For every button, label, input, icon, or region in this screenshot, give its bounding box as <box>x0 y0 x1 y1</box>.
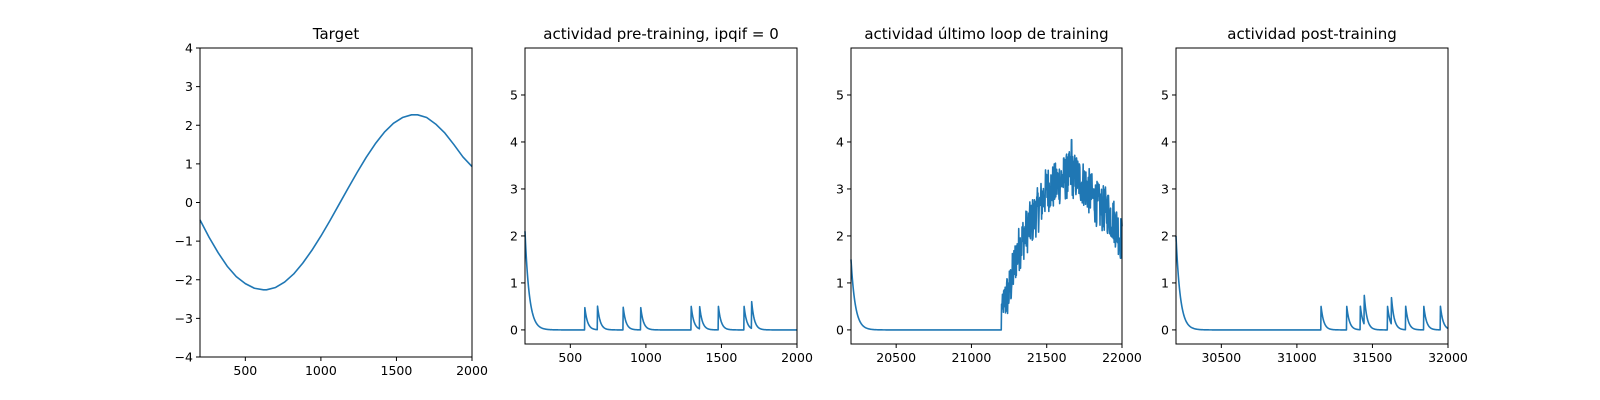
x-tick-label: 31000 <box>1277 350 1317 365</box>
x-tick-label: 500 <box>233 363 257 378</box>
y-tick-label: 2 <box>1161 228 1169 243</box>
y-tick-label: −4 <box>175 350 193 365</box>
y-tick-label: 2 <box>510 228 518 243</box>
y-tick-label: 3 <box>185 79 193 94</box>
chart-title-3: actividad último loop de training <box>864 25 1108 43</box>
x-tick-label: 21500 <box>1027 350 1067 365</box>
y-tick-label: −1 <box>175 234 193 249</box>
y-tick-label: 1 <box>1161 275 1169 290</box>
x-tick-label: 31500 <box>1353 350 1393 365</box>
y-tick-label: 3 <box>836 181 844 196</box>
y-tick-label: 4 <box>836 134 844 149</box>
y-tick-label: 1 <box>185 156 193 171</box>
x-tick-label: 20500 <box>876 350 916 365</box>
x-tick-label: 22000 <box>1102 350 1142 365</box>
x-tick-label: 32000 <box>1428 350 1468 365</box>
y-tick-label: 5 <box>510 87 518 102</box>
axes-frame-2 <box>524 47 798 345</box>
y-tick-label: 1 <box>510 275 518 290</box>
chart-title-1: Target <box>312 25 360 43</box>
x-tick-label: 1500 <box>706 350 738 365</box>
y-tick-label: 4 <box>185 41 193 56</box>
y-tick-label: 4 <box>510 134 518 149</box>
x-tick-label: 1000 <box>630 350 662 365</box>
axes-frame-4 <box>1175 47 1449 345</box>
x-tick-label: 2000 <box>456 363 488 378</box>
chart-title-4: actividad post-training <box>1227 25 1396 43</box>
x-tick-label: 21000 <box>952 350 992 365</box>
y-tick-label: 2 <box>836 228 844 243</box>
y-tick-label: 3 <box>1161 181 1169 196</box>
y-tick-label: 5 <box>836 87 844 102</box>
y-tick-label: 1 <box>836 275 844 290</box>
y-tick-label: 0 <box>185 195 193 210</box>
y-tick-label: −3 <box>175 311 193 326</box>
y-tick-label: 5 <box>1161 87 1169 102</box>
y-tick-label: 0 <box>1161 322 1169 337</box>
chart-panel-2: actividad pre-training, ipqif = 0 500 1000… <box>510 25 813 365</box>
y-tick-label: 0 <box>836 322 844 337</box>
y-tick-label: 2 <box>185 118 193 133</box>
x-tick-label: 30500 <box>1201 350 1241 365</box>
series-line-2 <box>524 231 798 331</box>
y-tick-label: −2 <box>175 272 193 287</box>
axes-frame-3 <box>850 47 1123 345</box>
y-tick-label: 4 <box>1161 134 1169 149</box>
axes-frame-1 <box>199 47 473 358</box>
y-tick-label: 3 <box>510 181 518 196</box>
x-tick-label: 2000 <box>781 350 813 365</box>
series-line-4 <box>1175 235 1449 331</box>
chart-title-2: actividad pre-training, ipqif = 0 <box>543 25 779 43</box>
x-tick-label: 1500 <box>381 363 413 378</box>
x-tick-label: 500 <box>558 350 582 365</box>
x-tick-label: 1000 <box>305 363 337 378</box>
series-line-1 <box>199 114 473 291</box>
series-line-3 <box>850 138 1123 331</box>
y-tick-label: 0 <box>510 322 518 337</box>
chart-panel-1: Target 500 1000 1500 2000 −4 −3 −2 −1 0 1 2 3 4 <box>175 25 488 378</box>
